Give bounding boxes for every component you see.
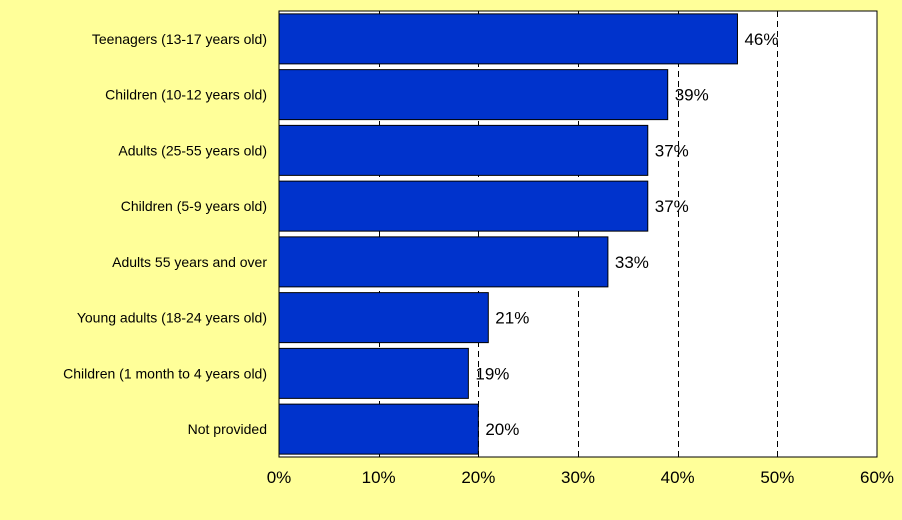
data-label: 37% bbox=[655, 197, 689, 216]
bar bbox=[278, 236, 609, 288]
x-tick-label: 50% bbox=[760, 468, 794, 487]
data-label: 33% bbox=[615, 253, 649, 272]
x-tick-label: 20% bbox=[461, 468, 495, 487]
category-label: Children (1 month to 4 years old) bbox=[63, 365, 267, 381]
category-label: Adults (25-55 years old) bbox=[118, 142, 267, 158]
data-label: 46% bbox=[744, 30, 778, 49]
category-label: Teenagers (13-17 years old) bbox=[92, 31, 267, 47]
data-label: 21% bbox=[495, 309, 529, 328]
bar bbox=[278, 403, 479, 455]
data-label: 19% bbox=[475, 364, 509, 383]
category-label: Adults 55 years and over bbox=[112, 254, 267, 270]
category-label: Children (5-9 years old) bbox=[121, 198, 267, 214]
bar bbox=[278, 292, 489, 344]
data-label: 39% bbox=[675, 86, 709, 105]
x-tick-label: 10% bbox=[362, 468, 396, 487]
bars bbox=[278, 13, 738, 455]
bar bbox=[278, 124, 649, 176]
x-tick-label: 0% bbox=[267, 468, 292, 487]
bar bbox=[278, 180, 649, 232]
category-label: Not provided bbox=[188, 421, 267, 437]
bar bbox=[278, 69, 669, 121]
x-tick-label: 30% bbox=[561, 468, 595, 487]
data-label: 37% bbox=[655, 141, 689, 160]
category-label: Children (10-12 years old) bbox=[105, 87, 267, 103]
bar bbox=[278, 347, 469, 399]
category-labels: Teenagers (13-17 years old) Children (10-… bbox=[63, 31, 267, 437]
category-label: Young adults (18-24 years old) bbox=[77, 310, 267, 326]
data-label: 20% bbox=[485, 420, 519, 439]
x-tick-label: 40% bbox=[661, 468, 695, 487]
x-tick-label: 60% bbox=[860, 468, 894, 487]
data-labels: 46% 39% 37% 37% 33% 21% 19% 20% bbox=[475, 30, 778, 439]
x-axis-tick-labels: 0% 10% 20% 30% 40% 50% 60% bbox=[267, 468, 894, 487]
bar bbox=[278, 13, 738, 65]
